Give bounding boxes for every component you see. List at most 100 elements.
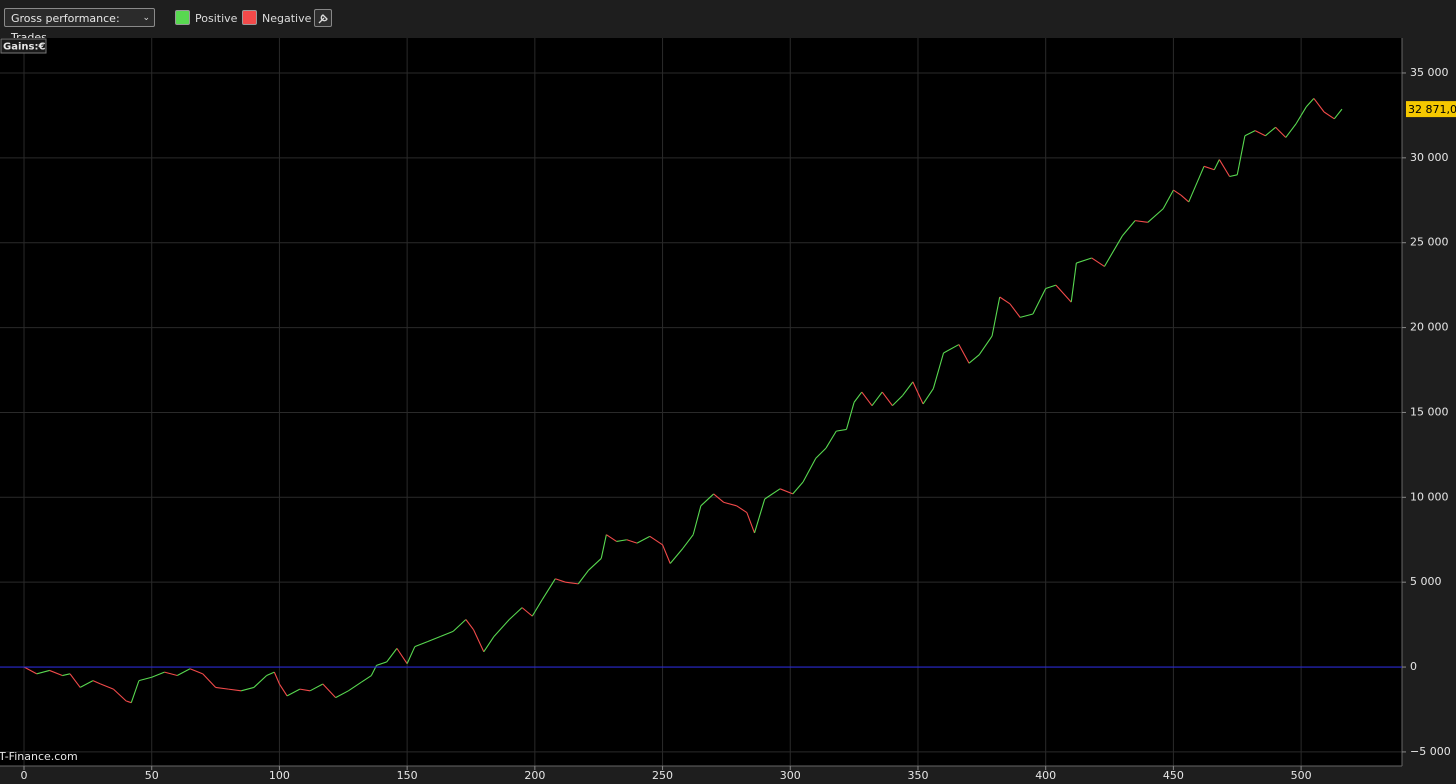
legend-swatch (175, 10, 190, 25)
line-segment (1275, 126, 1287, 138)
x-tick-label: 350 (907, 769, 928, 782)
line-segment (1218, 159, 1231, 177)
last-value-marker (1406, 101, 1456, 118)
line-segment (912, 381, 924, 405)
line-segment (825, 430, 837, 449)
line-segment (1333, 108, 1343, 120)
line-segment (636, 535, 651, 544)
line-segment (662, 544, 671, 564)
line-segment (565, 581, 579, 585)
y-tick-label: 35 000 (1410, 66, 1449, 79)
line-segment (1180, 194, 1190, 203)
line-segment (322, 683, 337, 698)
line-segment (555, 578, 566, 583)
line-segment (649, 535, 663, 546)
x-tick-label: 300 (780, 769, 801, 782)
line-segment (606, 534, 617, 542)
y-label-box (0, 38, 47, 54)
line-segment (853, 391, 863, 403)
line-segment (588, 558, 602, 571)
line-segment (1076, 257, 1092, 264)
line-segment (1091, 257, 1105, 267)
line-segment (746, 512, 756, 534)
x-tick-label: 50 (145, 769, 159, 782)
line-segment (130, 680, 140, 703)
line-segment (440, 630, 454, 638)
legend-item[interactable]: Negative (242, 10, 311, 26)
line-segment (1173, 189, 1182, 196)
line-segment (932, 352, 945, 389)
line-segment (253, 675, 268, 688)
x-tick-label: 450 (1163, 769, 1184, 782)
line-segment (943, 344, 960, 354)
line-segment (414, 641, 428, 648)
line-segment (881, 391, 893, 406)
line-segment (991, 296, 1001, 337)
line-segment (202, 673, 216, 688)
line-segment (228, 688, 242, 692)
y-tick-label: 5 000 (1410, 575, 1442, 588)
line-segment (113, 688, 127, 702)
line-segment (531, 598, 543, 617)
last-value-label: 32 871,09 (1408, 103, 1456, 116)
line-segment (473, 629, 485, 652)
line-segment (892, 395, 904, 407)
line-segment (1295, 106, 1307, 125)
line-segment (376, 661, 387, 666)
x-tick-label: 0 (21, 769, 28, 782)
line-segment (1323, 111, 1335, 120)
line-segment (753, 498, 766, 534)
line-segment (335, 690, 349, 699)
line-segment (521, 607, 533, 617)
line-segment (692, 505, 702, 535)
line-segment (1045, 284, 1057, 290)
line-segment (802, 458, 817, 483)
y-tick-label: 15 000 (1410, 405, 1449, 418)
line-segment (23, 666, 38, 675)
line-segment (764, 488, 781, 500)
line-segment (845, 402, 855, 430)
line-segment (126, 700, 132, 704)
line-segment (1254, 130, 1266, 137)
line-segment (1103, 235, 1123, 267)
y-tick-label: −5 000 (1410, 745, 1451, 758)
y-tick-label: 30 000 (1410, 151, 1449, 164)
line-segment (386, 648, 398, 663)
chart-selector[interactable]: Gross performance: Trades ⌄ (4, 8, 155, 44)
line-segment (1121, 220, 1136, 237)
x-tick-label: 400 (1035, 769, 1056, 782)
line-segment (736, 505, 748, 514)
legend-label: Negative (262, 12, 312, 25)
line-segment (138, 676, 152, 682)
y-label: Gains:€ (3, 42, 45, 53)
wrench-icon (318, 14, 328, 24)
line-segment (1285, 123, 1297, 138)
line-segment (542, 578, 556, 600)
line-segment (348, 681, 362, 692)
line-segment (100, 683, 114, 690)
line-segment (508, 607, 523, 620)
line-segment (682, 534, 694, 549)
line-segment (1264, 126, 1276, 137)
line-segment (958, 344, 970, 364)
line-segment (452, 619, 467, 632)
line-segment (164, 671, 178, 677)
line-segment (922, 388, 934, 405)
line-segment (151, 671, 165, 678)
line-segment (427, 635, 441, 643)
legend-item[interactable]: Positive (175, 10, 237, 26)
line-segment (713, 493, 725, 503)
line-segment (577, 569, 589, 585)
x-tick-label: 200 (524, 769, 545, 782)
line-segment (278, 683, 288, 697)
line-segment (902, 381, 914, 396)
line-segment (871, 391, 883, 406)
line-segment (815, 447, 827, 459)
line-segment (273, 671, 280, 685)
line-segment (861, 391, 873, 406)
line-segment (1313, 98, 1325, 113)
chevron: ⌄ (142, 13, 150, 23)
line-segment (189, 668, 204, 675)
settings-button[interactable] (314, 9, 332, 27)
